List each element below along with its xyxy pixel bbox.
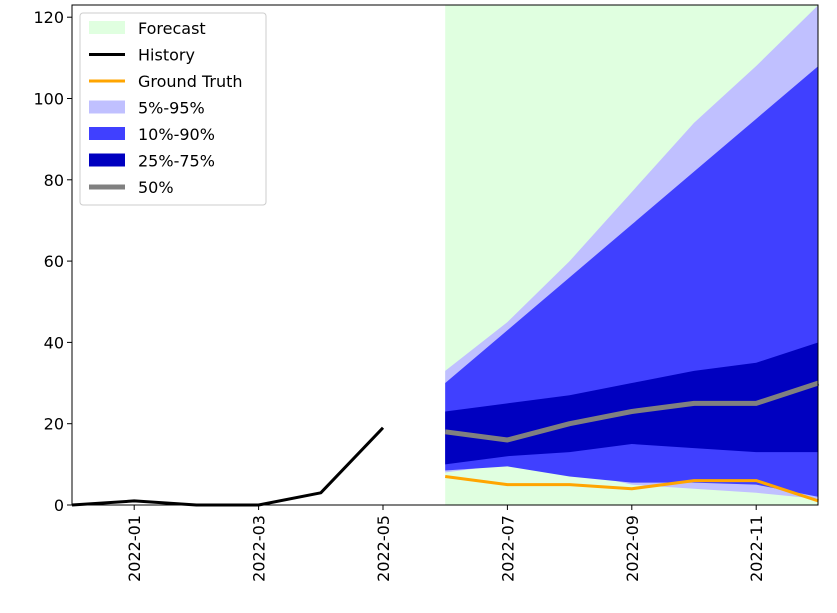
y-tick-label: 80 [44,171,64,190]
y-tick-label: 20 [44,415,64,434]
x-tick-label: 2022-05 [374,515,393,582]
legend-swatch [89,100,125,114]
legend-swatch [89,153,125,167]
x-tick-label: 2022-09 [623,515,642,582]
x-tick-label: 2022-11 [747,515,766,582]
y-tick-label: 60 [44,252,64,271]
legend-label: Ground Truth [138,72,243,91]
legend-label: 50% [138,178,174,197]
legend-label: 10%-90% [138,125,215,144]
y-tick-label: 120 [33,8,64,27]
legend-label: History [138,46,195,65]
y-tick-label: 100 [33,89,64,108]
history-line [71,426,385,507]
legend-swatch [89,21,125,34]
median-line [444,380,820,443]
legend-swatch [89,127,125,140]
legend-label: Forecast [138,19,206,38]
axes: 0 20 40 60 80 100 120 2022-01 2022-03 2022-05 2022… [33,4,819,582]
y-tick-label: 40 [44,333,64,352]
x-tick-label: 2022-07 [498,515,517,582]
x-tick-label: 2022-03 [250,515,269,582]
legend-label: 5%-95% [138,99,205,118]
legend: Forecast History Ground Truth 5%-95% 10%-90%… [79,12,267,206]
legend-label: 25%-75% [138,152,215,171]
legend-box [79,12,267,206]
axes-frame [71,4,819,506]
x-tick-label: 2022-01 [125,515,144,582]
plot-area [71,5,820,507]
ground-truth-line [445,475,819,503]
y-tick-label: 0 [54,496,64,515]
